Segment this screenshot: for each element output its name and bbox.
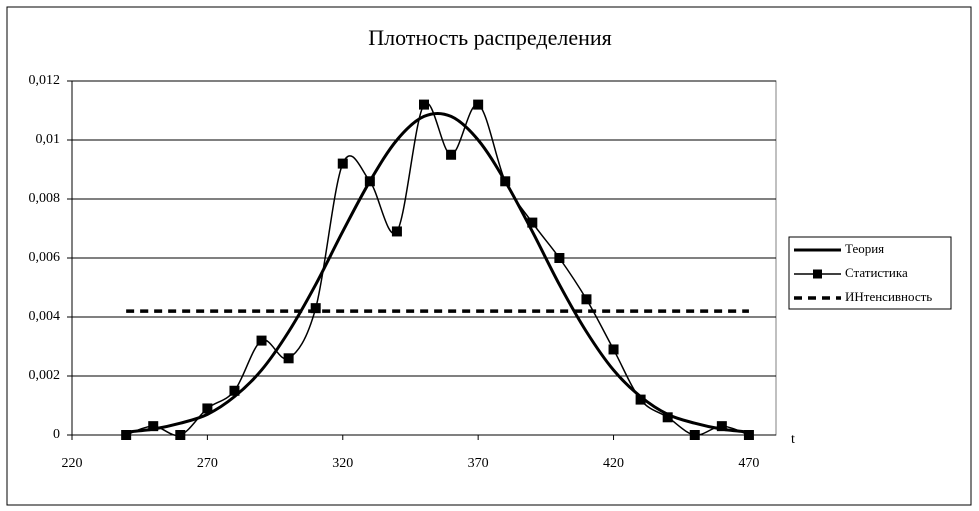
- data-marker: [391, 226, 402, 237]
- x-tick-label: 420: [603, 456, 624, 471]
- data-marker: [202, 403, 213, 414]
- data-marker: [364, 176, 375, 187]
- y-tick-label: 0,012: [29, 73, 61, 88]
- x-tick-label: 220: [62, 456, 83, 471]
- data-marker: [500, 176, 511, 187]
- data-marker: [662, 412, 673, 423]
- data-marker: [581, 294, 592, 305]
- data-marker: [527, 217, 538, 228]
- x-tick-label: 470: [738, 456, 759, 471]
- legend-label: ИНтенсивность: [845, 289, 932, 304]
- data-marker: [554, 253, 565, 263]
- data-marker: [419, 99, 429, 110]
- y-tick-label: 0,01: [36, 132, 61, 147]
- data-marker: [310, 303, 321, 314]
- legend-label: Теория: [845, 241, 884, 256]
- x-tick-label: 370: [468, 456, 489, 471]
- x-tick-label: 320: [332, 456, 353, 471]
- data-marker: [743, 430, 754, 440]
- data-marker: [337, 158, 348, 169]
- data-marker: [256, 335, 267, 346]
- data-marker: [716, 421, 727, 432]
- data-marker: [121, 430, 132, 440]
- data-marker: [446, 149, 457, 160]
- data-marker: [635, 394, 646, 405]
- data-marker: [608, 344, 619, 355]
- legend-marker: [813, 269, 822, 279]
- chart-title: Плотность распределения: [368, 25, 612, 50]
- data-marker: [473, 99, 484, 110]
- y-tick-label: 0,002: [29, 368, 61, 383]
- x-tick-label: 270: [197, 456, 218, 471]
- data-marker: [175, 430, 186, 440]
- y-tick-label: 0,008: [29, 191, 61, 206]
- y-tick-label: 0,004: [29, 309, 61, 324]
- x-axis-label: t: [791, 432, 795, 447]
- data-marker: [283, 353, 294, 364]
- data-marker: [148, 421, 159, 432]
- legend-label: Статистика: [845, 265, 908, 280]
- y-tick-label: 0,006: [29, 250, 61, 265]
- y-tick-label: 0: [53, 427, 60, 442]
- data-marker: [229, 385, 240, 396]
- data-marker: [689, 430, 700, 440]
